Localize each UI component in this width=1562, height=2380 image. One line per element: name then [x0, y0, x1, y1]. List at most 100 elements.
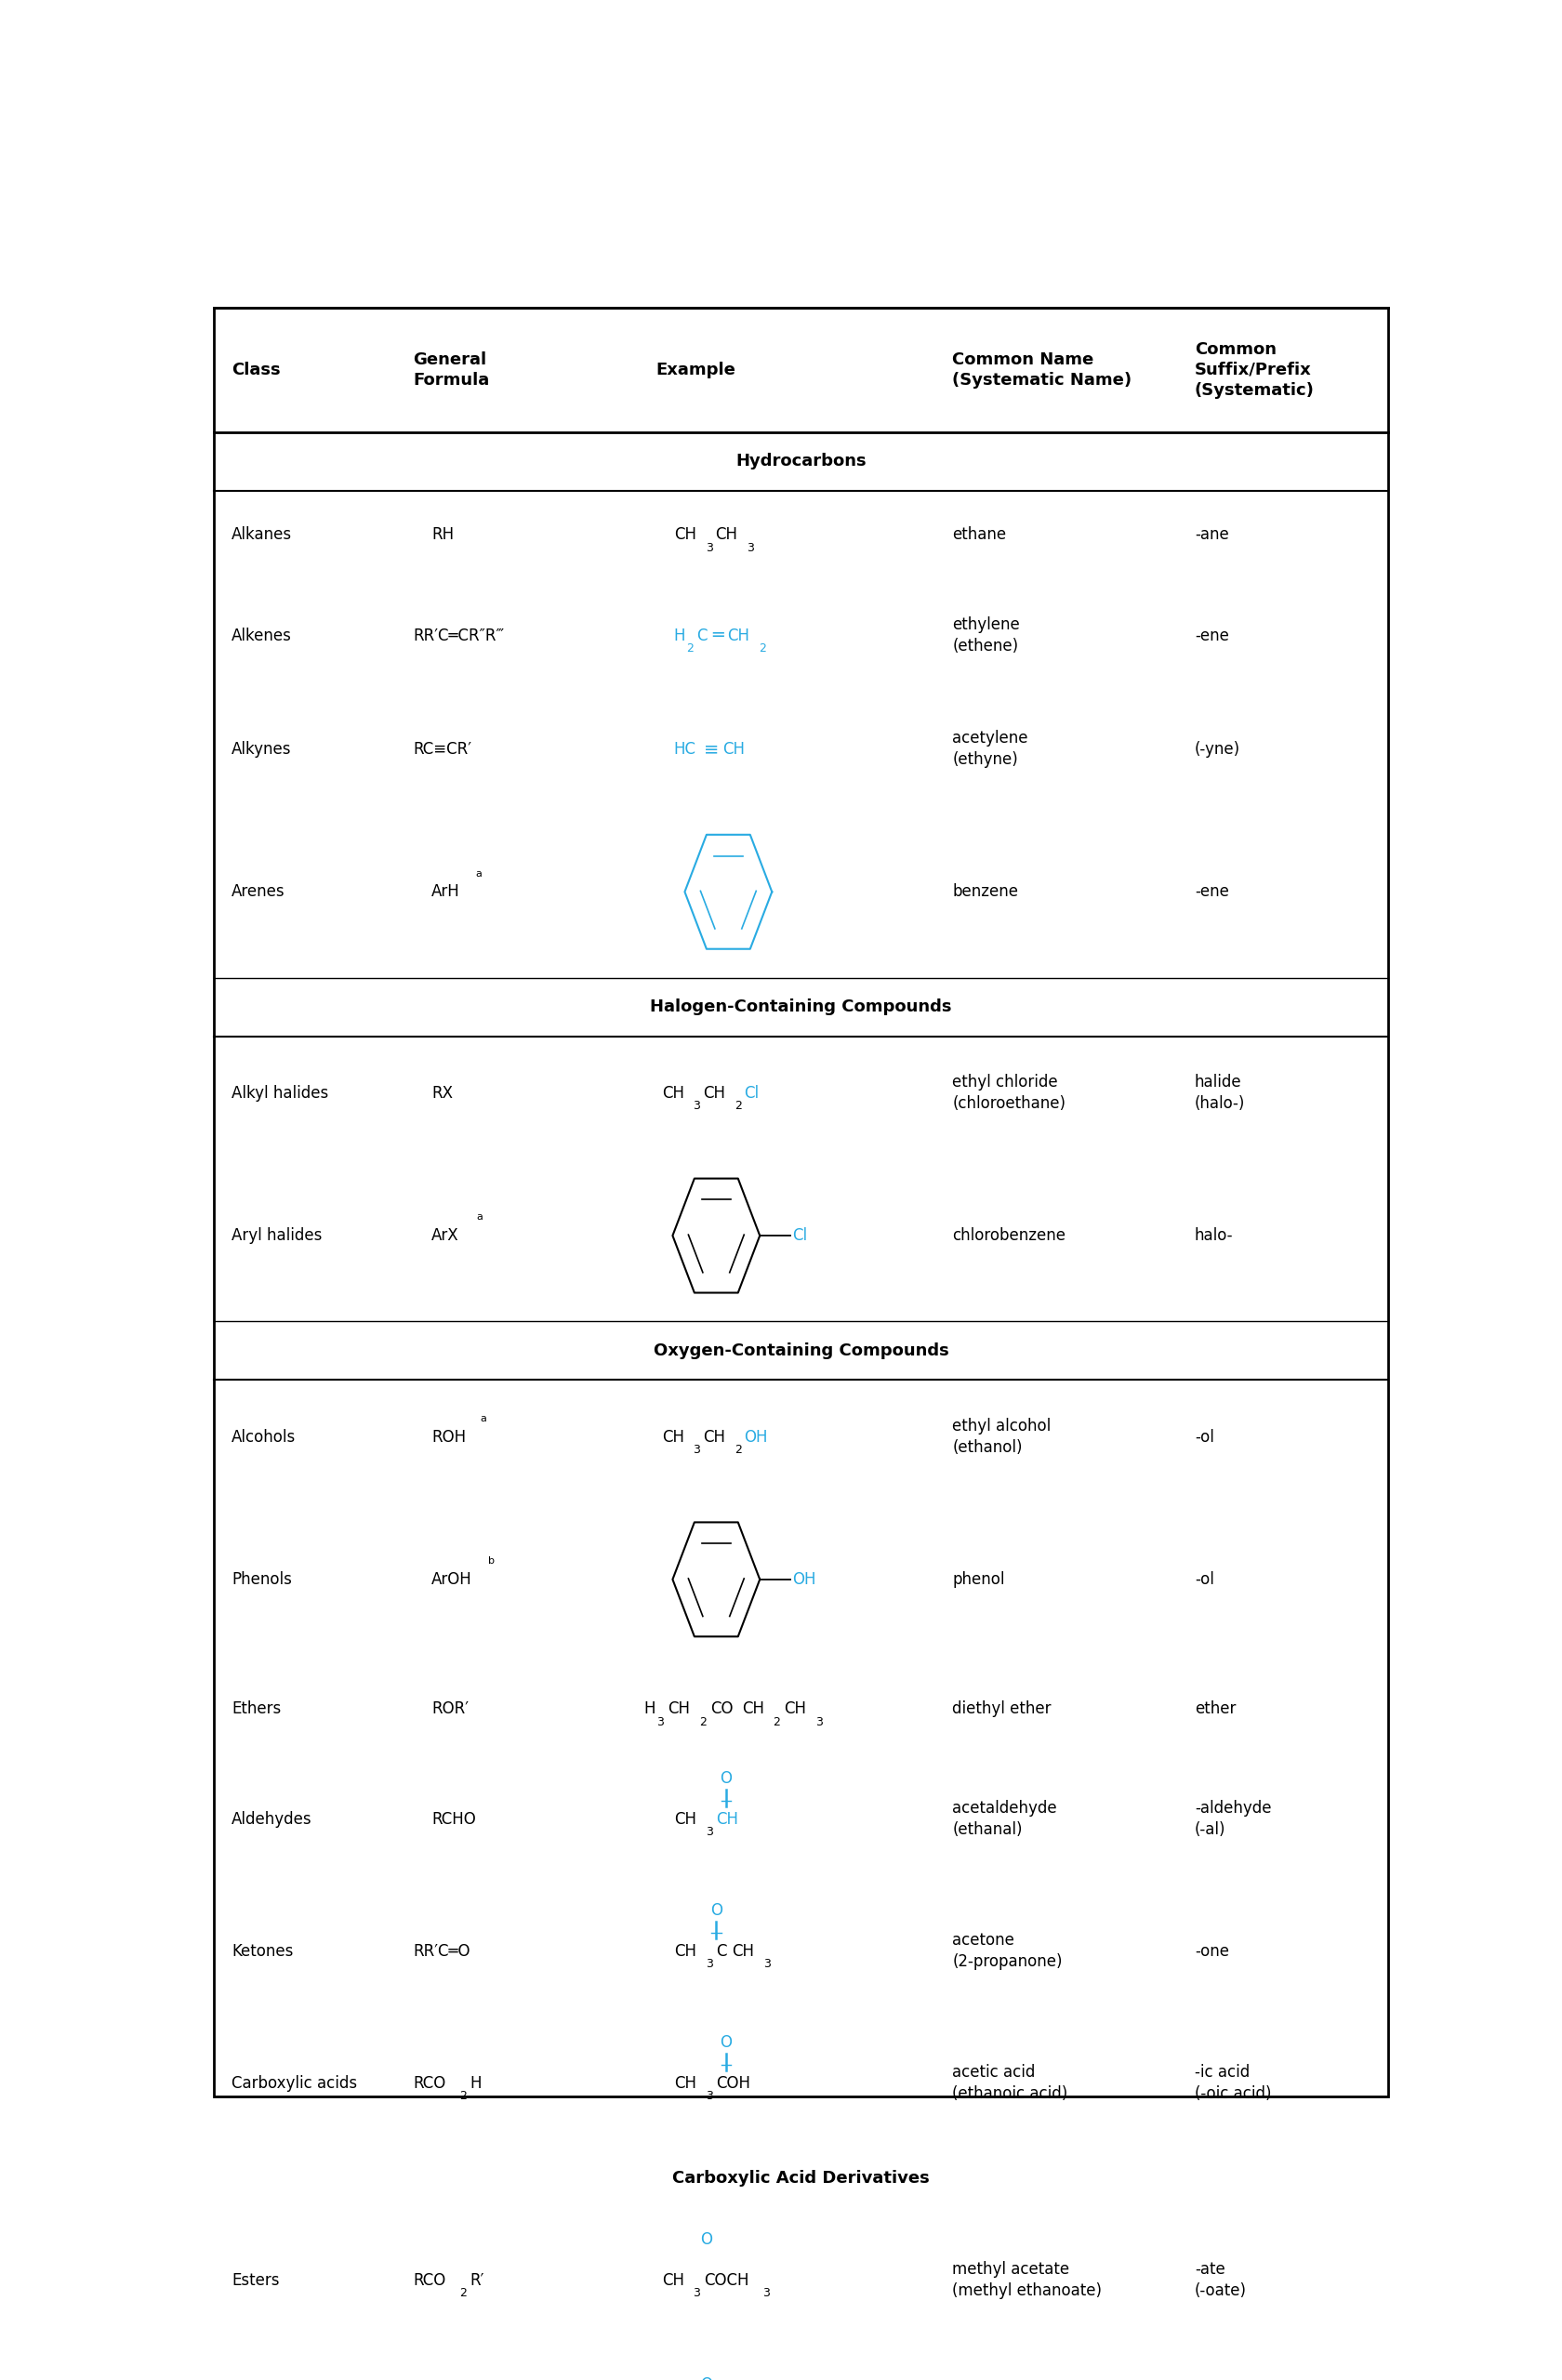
Text: O: O [720, 1771, 731, 1787]
Text: Cl: Cl [744, 1085, 759, 1102]
Text: OH: OH [792, 1571, 815, 1587]
Text: diethyl ether: diethyl ether [951, 1702, 1051, 1718]
Text: 3: 3 [762, 2287, 769, 2299]
Text: 2: 2 [459, 2287, 467, 2299]
Text: CH: CH [673, 526, 695, 543]
Text: CH: CH [715, 1811, 739, 1828]
Text: Halogen-Containing Compounds: Halogen-Containing Compounds [650, 1000, 951, 1016]
Text: -aldehyde
(-al): -aldehyde (-al) [1193, 1799, 1270, 1837]
Text: Alkenes: Alkenes [231, 628, 292, 645]
Text: CH: CH [667, 1702, 690, 1718]
Text: Alcohols: Alcohols [231, 1428, 295, 1445]
Text: COCH: COCH [703, 2273, 748, 2290]
Text: CO: CO [709, 1702, 733, 1718]
Text: RR′C═O: RR′C═O [412, 1942, 470, 1959]
Text: 3: 3 [704, 543, 712, 555]
Text: -ene: -ene [1193, 628, 1228, 645]
Text: CH: CH [661, 1085, 684, 1102]
Text: Alkyl halides: Alkyl halides [231, 1085, 328, 1102]
Text: ArOH: ArOH [431, 1571, 472, 1587]
Text: CH: CH [673, 2075, 695, 2092]
Text: -ene: -ene [1193, 883, 1228, 900]
Text: methyl acetate
(methyl ethanoate): methyl acetate (methyl ethanoate) [951, 2261, 1101, 2299]
Text: ArH: ArH [431, 883, 459, 900]
Text: acetic acid
(ethanoic acid): acetic acid (ethanoic acid) [951, 2063, 1067, 2102]
Text: acetylene
(ethyne): acetylene (ethyne) [951, 731, 1028, 769]
Text: chlorobenzene: chlorobenzene [951, 1228, 1065, 1245]
Text: Ethers: Ethers [231, 1702, 281, 1718]
Text: O: O [700, 2232, 712, 2249]
Text: ROH: ROH [431, 1428, 465, 1445]
Text: -ol: -ol [1193, 1428, 1214, 1445]
Text: -ate
(-oate): -ate (-oate) [1193, 2261, 1246, 2299]
Text: acetone
(2-propanone): acetone (2-propanone) [951, 1933, 1062, 1971]
Text: CH: CH [661, 2273, 684, 2290]
Text: Class: Class [231, 362, 281, 378]
Text: 3: 3 [656, 1716, 664, 1728]
Text: Aryl halides: Aryl halides [231, 1228, 322, 1245]
Text: Carboxylic Acid Derivatives: Carboxylic Acid Derivatives [672, 2171, 929, 2187]
Text: benzene: benzene [951, 883, 1018, 900]
Text: 3: 3 [704, 1825, 712, 1837]
Text: Esters: Esters [231, 2273, 280, 2290]
Text: CH: CH [731, 1942, 754, 1959]
Text: ethane: ethane [951, 526, 1006, 543]
Text: O: O [720, 2035, 731, 2052]
Text: CH: CH [742, 1702, 764, 1718]
Text: RCO: RCO [412, 2273, 445, 2290]
Text: a: a [480, 1414, 486, 1423]
Text: 3: 3 [694, 2287, 700, 2299]
Text: OH: OH [744, 1428, 767, 1445]
Text: R′: R′ [470, 2273, 484, 2290]
Text: -ane: -ane [1193, 526, 1228, 543]
Text: phenol: phenol [951, 1571, 1004, 1587]
Text: 3: 3 [762, 1959, 770, 1971]
Text: 2: 2 [698, 1716, 706, 1728]
Text: H: H [644, 1702, 654, 1718]
Text: -one: -one [1193, 1942, 1228, 1959]
Text: Alkynes: Alkynes [231, 740, 292, 757]
Text: Phenols: Phenols [231, 1571, 292, 1587]
Text: b: b [489, 1557, 495, 1566]
Text: CH: CH [661, 1428, 684, 1445]
Text: C: C [715, 1942, 726, 1959]
Text: 2: 2 [459, 2090, 467, 2102]
Text: halo-: halo- [1193, 1228, 1232, 1245]
Text: ether: ether [1193, 1702, 1236, 1718]
Text: ═: ═ [712, 626, 723, 645]
Text: C: C [697, 628, 708, 645]
Text: CH: CH [714, 526, 737, 543]
Text: 3: 3 [704, 2090, 712, 2102]
Text: COH: COH [715, 2075, 750, 2092]
Text: a: a [476, 1214, 483, 1221]
Text: ROR′: ROR′ [431, 1702, 469, 1718]
Text: 3: 3 [747, 543, 753, 555]
Text: ethylene
(ethene): ethylene (ethene) [951, 616, 1020, 654]
Text: (-yne): (-yne) [1193, 740, 1240, 757]
Text: ≡: ≡ [703, 740, 719, 759]
Text: Ketones: Ketones [231, 1942, 294, 1959]
Text: CH: CH [703, 1428, 725, 1445]
Text: -ic acid
(-oic acid): -ic acid (-oic acid) [1193, 2063, 1270, 2102]
Text: Common
Suffix/Prefix
(Systematic): Common Suffix/Prefix (Systematic) [1193, 340, 1314, 400]
Text: HC: HC [673, 740, 695, 757]
Text: Cl: Cl [792, 1228, 808, 1245]
Text: a: a [475, 869, 481, 878]
Text: 3: 3 [815, 1716, 822, 1728]
Text: Example: Example [656, 362, 736, 378]
Text: Arenes: Arenes [231, 883, 286, 900]
Text: Common Name
(Systematic Name): Common Name (Systematic Name) [951, 352, 1131, 388]
Text: Aldehydes: Aldehydes [231, 1811, 312, 1828]
Text: ethyl chloride
(chloroethane): ethyl chloride (chloroethane) [951, 1073, 1065, 1111]
Text: 2: 2 [686, 643, 694, 654]
Text: Oxygen-Containing Compounds: Oxygen-Containing Compounds [653, 1342, 948, 1359]
Text: 2: 2 [758, 643, 765, 654]
Text: RC≡CR′: RC≡CR′ [412, 740, 472, 757]
Text: H: H [470, 2075, 481, 2092]
Text: CH: CH [784, 1702, 806, 1718]
Text: CH: CH [703, 1085, 725, 1102]
Text: 3: 3 [694, 1100, 700, 1111]
Text: 2: 2 [734, 1100, 742, 1111]
Text: 2: 2 [773, 1716, 779, 1728]
Text: O: O [709, 1902, 722, 1918]
